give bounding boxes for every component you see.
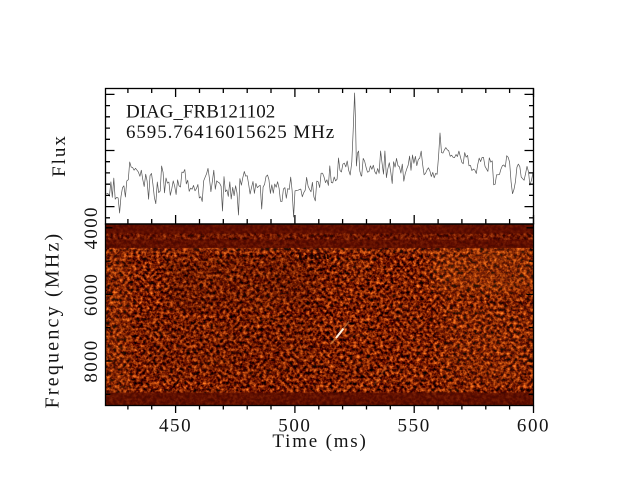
svg-text:Frequency (MHz): Frequency (MHz) [42, 232, 64, 409]
svg-text:4000: 4000 [81, 206, 102, 249]
svg-text:550: 550 [398, 416, 431, 437]
svg-text:450: 450 [159, 416, 192, 437]
svg-text:DIAG_FRB121102: DIAG_FRB121102 [126, 102, 275, 123]
svg-text:Time (ms): Time (ms) [272, 431, 367, 452]
svg-text:6000: 6000 [81, 273, 102, 316]
svg-text:Flux: Flux [49, 134, 70, 177]
svg-text:600: 600 [517, 416, 550, 437]
svg-text:8000: 8000 [81, 339, 102, 382]
svg-text:6595.76416015625 MHz: 6595.76416015625 MHz [126, 122, 335, 143]
svg-text:500: 500 [278, 416, 311, 437]
